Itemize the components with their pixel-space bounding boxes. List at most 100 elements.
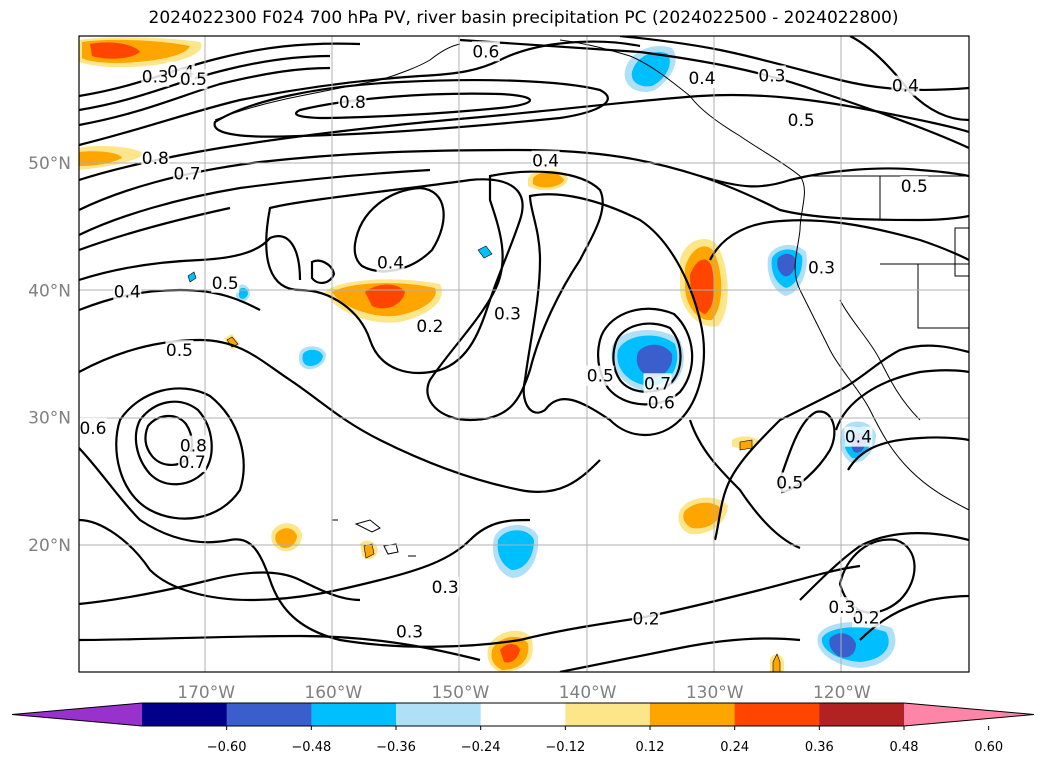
latitude-label: 40°N: [28, 281, 71, 301]
colorbar-segment: [819, 703, 905, 726]
contour-label-bg: [141, 66, 170, 87]
contour-label: 0.8: [142, 149, 169, 169]
contour-label: 0.8: [180, 437, 207, 457]
contour-label: 0.7: [179, 453, 206, 473]
contour-label: 0.7: [174, 164, 201, 184]
contour-label-bg: [827, 597, 856, 618]
colorbar-label: 0.36: [805, 740, 834, 755]
contour-label-bg: [113, 281, 142, 302]
contour-label: 0.5: [212, 274, 239, 294]
contour-label: 0.3: [828, 598, 855, 618]
colorbar: −0.60 −0.48 −0.36 −0.24 −0.12 0.12 0.24 0.36 0.4…: [11, 702, 1035, 755]
contour-label-bg: [211, 272, 240, 293]
contour-label-bg: [178, 452, 207, 473]
colorbar-segment: [226, 703, 312, 726]
contour-label-bg: [891, 75, 920, 96]
colorbar-segment: [734, 703, 820, 726]
contour-label: 0.2: [416, 317, 443, 337]
contour-label: 0.5: [901, 177, 928, 197]
contour-label-bg: [757, 65, 786, 86]
longitude-labels: 170°W 160°W 150°W 140°W 130°W 120°W: [177, 683, 871, 703]
latitude-label: 20°N: [28, 536, 71, 556]
contour-label-bg: [179, 435, 208, 456]
contour-label-bg: [844, 426, 873, 447]
contour-label-bg: [775, 472, 804, 493]
colorbar-segment: [650, 703, 736, 726]
colorbar-label: −0.48: [291, 740, 331, 755]
contour-label: 0.5: [180, 70, 207, 90]
contour-label-bg: [415, 316, 444, 337]
colorbar-extend-max: [904, 703, 1034, 726]
contour-label: 0.7: [644, 374, 671, 394]
precip-shading: [79, 37, 896, 672]
longitude-label: 160°W: [304, 683, 362, 703]
contour-label: 0.4: [377, 253, 404, 273]
contour-label: 0.4: [114, 283, 141, 303]
map-frame: [78, 35, 970, 673]
longitude-label: 130°W: [686, 683, 744, 703]
contour-label: 0.5: [788, 111, 815, 131]
colorbar-segment: [480, 703, 566, 726]
map-title: 2024022300 F024 700 hPa PV, river basin …: [148, 8, 899, 28]
contour-label-bg: [900, 176, 929, 197]
contour-label: 0.5: [166, 341, 193, 361]
colorbar-segment: [142, 703, 228, 726]
contour-label-bg: [173, 163, 202, 184]
contour-label-bg: [471, 41, 500, 62]
contour-label: 0.2: [852, 608, 879, 628]
contour-label-bg: [688, 67, 716, 88]
latitude-label: 50°N: [28, 154, 71, 174]
gridlines: [79, 36, 969, 672]
longitude-label: 120°W: [813, 683, 871, 703]
contour-label-bg: [79, 417, 107, 438]
colorbar-label: −0.24: [461, 740, 501, 755]
contour-label-bg: [165, 340, 194, 361]
contour-label: 0.4: [892, 77, 919, 97]
contour-label-bg: [376, 252, 405, 273]
coastlines: [214, 39, 969, 557]
contour-label-bg: [852, 607, 881, 628]
colorbar-extend-min: [12, 703, 142, 726]
contour-label: 0.3: [432, 578, 459, 598]
latitude-label: 30°N: [28, 409, 71, 429]
longitude-label: 150°W: [432, 683, 490, 703]
colorbar-label: −0.12: [545, 740, 585, 755]
contour-label: 0.3: [494, 304, 521, 324]
contour-label: 0.2: [633, 610, 660, 630]
latitude-labels: 50°N 40°N 30°N 20°N: [28, 154, 71, 556]
contour-label: 0.6: [79, 419, 106, 439]
colorbar-segment: [396, 703, 482, 726]
longitude-label: 170°W: [177, 683, 235, 703]
colorbar-label: 0.48: [890, 740, 919, 755]
map-area: 0.30.40.50.60.40.30.40.80.50.80.70.40.50…: [79, 36, 969, 672]
longitude-label: 140°W: [559, 683, 617, 703]
contour-label-bg: [431, 576, 460, 597]
colorbar-label: −0.60: [207, 740, 247, 755]
contour-label: 0.6: [472, 42, 499, 62]
contour-label: 0.4: [688, 69, 715, 89]
contour-label: 0.4: [845, 428, 872, 448]
contour-label: 0.3: [396, 622, 423, 642]
contour-label-bg: [531, 150, 560, 171]
contour-label-bg: [338, 92, 367, 113]
contour-label: 0.3: [758, 66, 785, 86]
colorbar-label: 0.24: [720, 740, 749, 755]
contour-label-bg: [493, 303, 522, 324]
contour-label: 0.5: [587, 367, 614, 387]
contour-label: 0.5: [776, 473, 803, 493]
colorbar-label: −0.36: [376, 740, 416, 755]
contour-label-bg: [586, 365, 615, 386]
contour-labels: 0.30.40.50.60.40.30.40.80.50.80.70.40.50…: [79, 41, 929, 642]
contour-label-bg: [807, 257, 836, 278]
contour-label-bg: [395, 621, 424, 642]
colorbar-segment: [311, 703, 397, 726]
contour-label: 0.8: [339, 93, 366, 113]
contour-label-bg: [632, 608, 661, 629]
contour-label-bg: [647, 392, 676, 413]
contour-label-bg: [179, 69, 208, 90]
contour-label: 0.3: [142, 68, 169, 88]
contour-label-bg: [141, 148, 170, 169]
colorbar-label: 0.60: [974, 740, 1003, 755]
contour-label-bg: [787, 109, 816, 130]
